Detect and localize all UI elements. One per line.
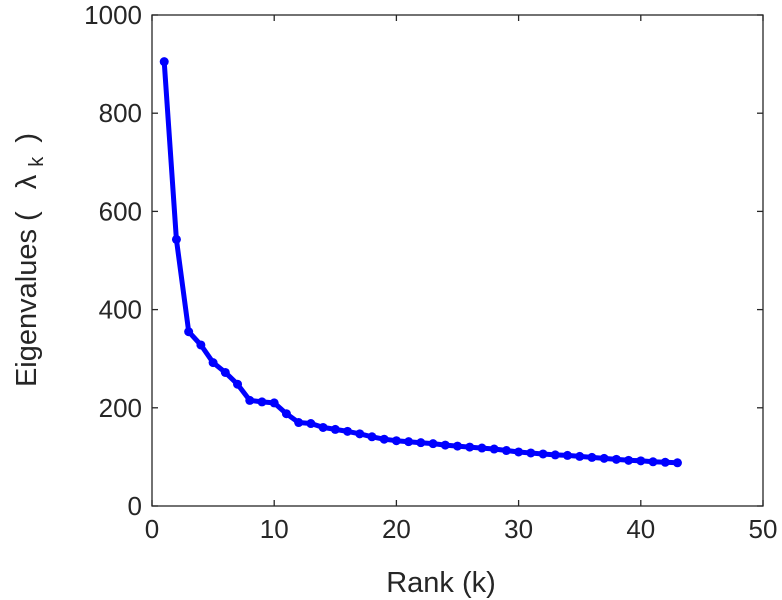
data-point <box>453 441 462 451</box>
x-tick-label: 30 <box>504 514 533 544</box>
data-point <box>281 409 291 419</box>
data-point <box>489 444 499 454</box>
data-point <box>562 450 572 460</box>
x-tick-label: 0 <box>145 514 159 544</box>
data-point <box>257 397 267 407</box>
data-point <box>611 454 621 464</box>
data-point <box>440 440 450 450</box>
y-tick-label: 200 <box>99 393 142 423</box>
x-tick-label: 40 <box>626 514 655 544</box>
data-point <box>428 439 438 449</box>
data-point <box>416 438 426 448</box>
data-point <box>171 234 181 244</box>
data-point <box>233 379 243 389</box>
series-group <box>159 57 682 468</box>
data-point <box>159 57 169 67</box>
y-axis-title-prefix: Eigenvalues ( <box>11 211 43 387</box>
data-point <box>330 424 340 434</box>
data-point <box>404 437 414 447</box>
x-tick-label: 50 <box>749 514 778 544</box>
y-axis-title-subscript: k <box>26 156 48 167</box>
data-point <box>184 327 194 337</box>
data-point <box>599 453 609 463</box>
data-point <box>624 455 634 465</box>
data-point <box>208 358 218 368</box>
x-tick-label: 10 <box>260 514 289 544</box>
y-axis-ticks: 0 200 400 600 800 1000 <box>84 0 763 521</box>
y-axis-title-symbol: λ <box>11 174 43 189</box>
y-tick-label: 400 <box>99 295 142 325</box>
data-point <box>220 367 230 377</box>
data-point <box>477 443 487 453</box>
data-point <box>355 429 365 439</box>
data-point <box>306 419 316 429</box>
y-tick-label: 800 <box>99 98 142 128</box>
data-point <box>294 418 304 428</box>
data-point <box>465 442 475 452</box>
series-line <box>161 59 680 466</box>
data-point <box>636 456 646 466</box>
y-axis-title-suffix: ) <box>11 133 43 143</box>
axes <box>151 14 764 507</box>
data-point <box>648 457 658 467</box>
y-tick-label: 1000 <box>84 0 142 30</box>
plot-frame <box>151 14 764 507</box>
x-axis-ticks: 0 10 20 30 40 50 <box>145 15 778 544</box>
data-point <box>660 457 670 467</box>
data-point <box>514 447 524 457</box>
data-point <box>318 422 328 432</box>
x-axis-title: Rank (k) <box>386 567 496 599</box>
data-point <box>575 451 585 461</box>
data-point <box>343 426 353 436</box>
y-tick-label: 600 <box>99 196 142 226</box>
data-point <box>672 458 682 468</box>
data-point <box>269 398 279 408</box>
x-tick-label: 20 <box>382 514 411 544</box>
data-point <box>501 446 511 456</box>
data-point <box>538 449 548 459</box>
data-point <box>245 395 255 405</box>
data-point <box>550 450 560 460</box>
data-point <box>526 448 536 458</box>
data-point <box>196 340 206 350</box>
data-point <box>379 434 389 444</box>
y-axis-title: Eigenvalues ( λ k ) <box>11 133 50 387</box>
data-point <box>367 432 377 442</box>
data-point <box>391 436 401 446</box>
y-tick-label: 0 <box>128 491 142 521</box>
data-point <box>587 452 597 462</box>
